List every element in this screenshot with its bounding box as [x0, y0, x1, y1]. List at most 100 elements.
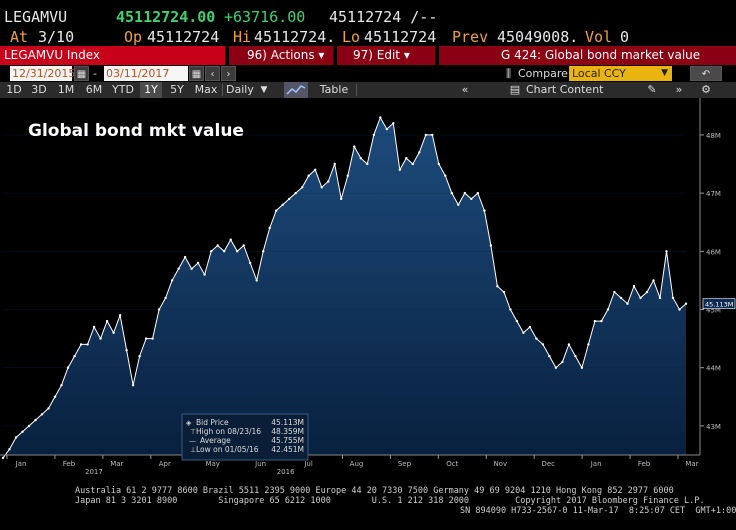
footer-line-1: Australia 61 2 9777 8600 Brazil 5511 239…: [75, 486, 674, 496]
x-tick-label: Oct: [446, 460, 458, 468]
legend-low-value: 42.451M: [271, 445, 304, 454]
data-point: [40, 413, 44, 416]
x-tick-label: Sep: [398, 460, 412, 468]
currency-select[interactable]: Local CCY ▼: [569, 66, 672, 81]
data-point: [125, 349, 128, 352]
start-date-input[interactable]: 12/31/2015: [10, 66, 76, 81]
data-point: [470, 197, 473, 201]
data-point: [112, 331, 115, 334]
end-calendar-icon[interactable]: ▦: [189, 66, 204, 81]
data-point: [262, 250, 265, 253]
range-3d[interactable]: 3D: [31, 83, 47, 96]
table-button[interactable]: Table: [319, 83, 349, 96]
legend-avg-marker: —: [189, 437, 196, 445]
data-point: [489, 244, 493, 247]
data-point: [645, 290, 649, 294]
series-area: [3, 117, 686, 458]
footer: Australia 61 2 9777 8600 Brazil 5511 239…: [0, 486, 736, 530]
legend-bid-label: Bid Price: [196, 418, 229, 427]
high-label: Hi: [233, 28, 252, 46]
compare-label[interactable]: Compare: [518, 67, 568, 80]
collapse-left-icon[interactable]: «: [461, 83, 469, 96]
data-point: [236, 250, 239, 253]
x-tick-label: Feb: [63, 460, 76, 468]
prev-label: Prev: [452, 28, 489, 46]
end-date-input[interactable]: 03/11/2017: [104, 66, 188, 81]
range-ytd[interactable]: YTD: [112, 83, 134, 96]
data-point: [281, 203, 284, 206]
legend-high-value: 48.359M: [271, 427, 304, 436]
data-point: [359, 157, 362, 160]
data-point: [183, 255, 187, 259]
data-point: [496, 285, 499, 288]
collapse-right-icon[interactable]: »: [675, 83, 683, 96]
price-chart: 43M 44M 45M 46M 47M 48M 45.113M Jan Feb Mar Apr May…: [0, 98, 736, 476]
x-tick-label: Jan: [590, 460, 602, 468]
data-point: [444, 174, 447, 177]
line-chart-icon[interactable]: [284, 82, 308, 98]
data-point: [535, 337, 538, 340]
data-point: [554, 366, 558, 369]
data-point: [60, 384, 63, 387]
data-point: [157, 308, 161, 311]
volume-label: Vol: [585, 28, 613, 46]
back-arrow-icon[interactable]: ↶: [690, 66, 722, 81]
legend-high-marker: ⊤: [190, 428, 196, 436]
range-max[interactable]: Max: [194, 83, 218, 96]
edit-icon[interactable]: ✎: [647, 83, 657, 96]
data-point: [476, 191, 479, 195]
actions-menu[interactable]: 96) Actions ▾: [229, 46, 333, 65]
frequency-chevron-icon: ▼: [260, 85, 268, 95]
axes: 43M 44M 45M 46M 47M 48M 45.113M Jan Feb Mar Apr May…: [0, 98, 736, 476]
data-point: [203, 273, 206, 276]
data-point: [463, 191, 466, 195]
at-value: 3/10: [38, 28, 75, 46]
quote-line-2: At 3/10 Op 45112724 Hi 45112724. Lo 4511…: [0, 26, 736, 46]
range-1m[interactable]: 1M: [57, 83, 75, 96]
range-6m[interactable]: 6M: [85, 83, 103, 96]
chart-content-icon: ▤: [509, 83, 521, 96]
frequency-select[interactable]: Daily: [226, 83, 254, 96]
bid-ask: 45112724 /--: [329, 8, 438, 26]
gear-icon[interactable]: ⚙: [701, 83, 711, 96]
data-point: [138, 354, 141, 358]
data-point: [437, 162, 440, 166]
range-1d[interactable]: 1D: [6, 83, 22, 96]
y-tick-label: 46M: [706, 248, 721, 256]
x-tick-label: Mar: [685, 460, 698, 468]
data-point: [73, 354, 76, 358]
data-point: [639, 296, 642, 300]
edit-menu[interactable]: 97) Edit ▾: [337, 46, 435, 65]
data-point: [164, 296, 167, 300]
data-point: [678, 308, 681, 311]
y-tick-label: 45M: [706, 307, 721, 315]
data-point: [665, 250, 668, 253]
last-price: 45112724.00: [116, 8, 216, 26]
data-point: [327, 180, 330, 183]
range-1y[interactable]: 1Y: [140, 82, 162, 98]
prev-period-icon[interactable]: ‹: [205, 66, 220, 81]
data-point: [684, 302, 688, 305]
data-point: [92, 325, 96, 329]
next-period-icon[interactable]: ›: [221, 66, 236, 81]
start-calendar-icon[interactable]: ▦: [74, 66, 89, 81]
date-range-dash: -: [93, 67, 97, 80]
data-point: [223, 250, 226, 253]
data-point: [275, 209, 278, 212]
legend-low-label: Low on 01/05/16: [196, 445, 259, 454]
x-tick-label: Jan: [15, 460, 27, 468]
x-tick-label: May: [205, 460, 219, 468]
data-point: [34, 418, 37, 422]
last-value-tag: [702, 298, 736, 309]
data-point: [216, 244, 219, 247]
data-point: [8, 448, 11, 451]
data-point: [619, 296, 623, 300]
data-point: [613, 290, 616, 294]
chart-content-button[interactable]: Chart Content: [526, 83, 604, 96]
range-5y[interactable]: 5Y: [170, 83, 184, 96]
quote-line-1: LEGAMVU 45112724.00 +63716.00 45112724 /…: [0, 0, 736, 26]
data-point: [450, 191, 453, 195]
data-point: [301, 186, 304, 189]
open-label: Op: [124, 28, 143, 46]
data-point: [392, 122, 395, 125]
